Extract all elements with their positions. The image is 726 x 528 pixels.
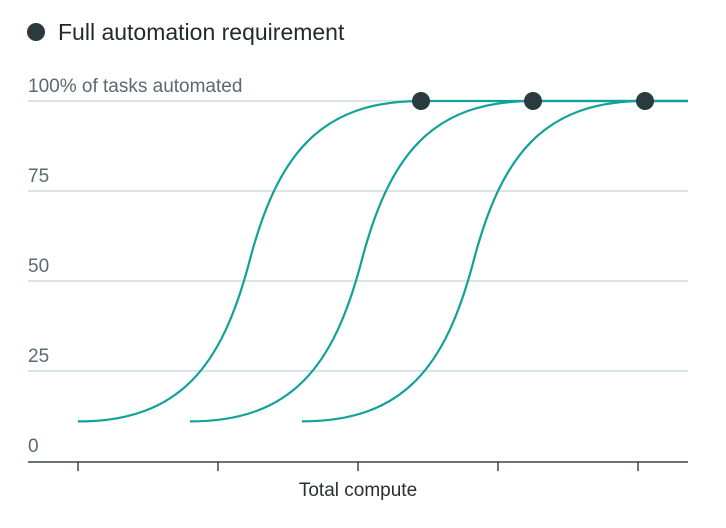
x-axis-label: Total compute: [299, 480, 417, 501]
y-tick-label: 0: [28, 436, 39, 457]
y-tick-label: 50: [28, 256, 49, 277]
legend: Full automation requirement: [27, 19, 345, 45]
full-automation-marker-2: [524, 92, 542, 110]
legend-label: Full automation requirement: [58, 19, 345, 45]
series-line-1: [77, 99, 688, 423]
y-tick-labels: 100% of tasks automated 75 50 25 0: [28, 76, 242, 457]
full-automation-marker-1: [412, 92, 430, 110]
x-axis: [28, 461, 688, 471]
legend-marker: [27, 23, 45, 41]
series-line-3: [301, 99, 688, 423]
y-tick-label: 75: [28, 166, 49, 187]
gridlines: [28, 100, 688, 372]
full-automation-markers: [412, 92, 654, 110]
series-lines: [77, 99, 688, 423]
y-tick-label: 100% of tasks automated: [28, 76, 242, 97]
series-line-2: [189, 99, 688, 423]
full-automation-marker-3: [636, 92, 654, 110]
y-tick-label: 25: [28, 346, 49, 367]
